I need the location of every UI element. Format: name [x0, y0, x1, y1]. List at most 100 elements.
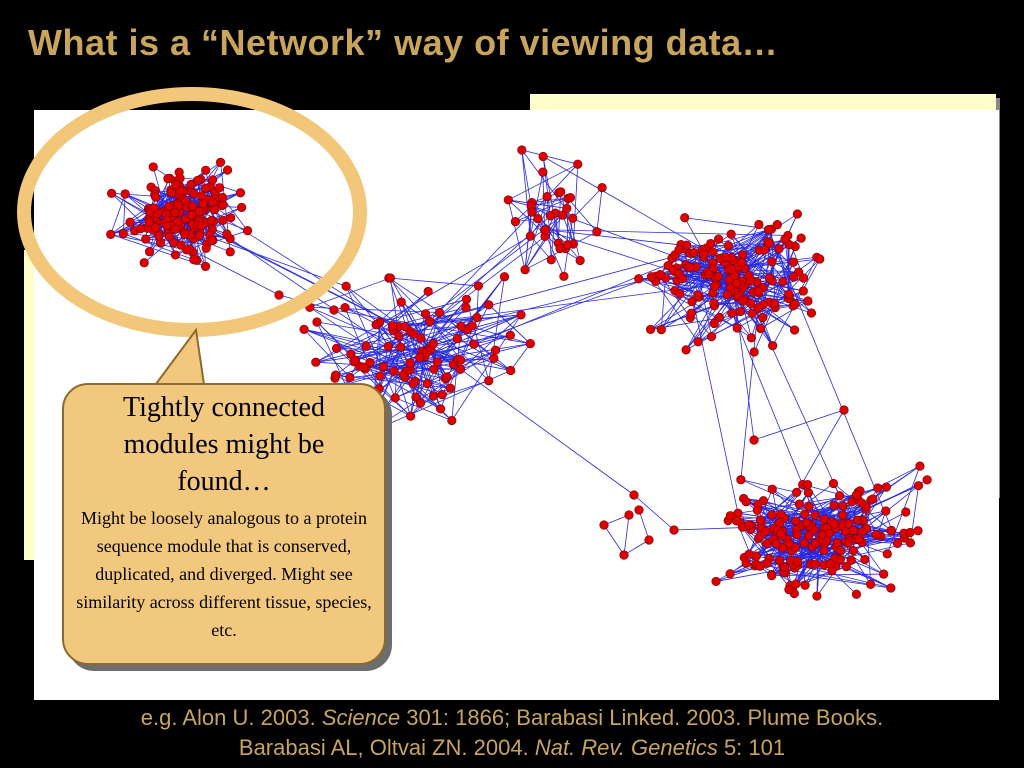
network-node	[913, 526, 923, 536]
network-node	[789, 325, 800, 335]
network-node	[467, 321, 477, 331]
network-node	[796, 233, 806, 243]
network-node	[461, 294, 472, 305]
network-node	[800, 509, 810, 519]
network-node	[804, 530, 814, 541]
network-node	[186, 210, 197, 220]
network-node	[163, 174, 173, 184]
citation-2-prefix: Barabasi AL, Oltvai ZN. 2004.	[238, 735, 535, 760]
network-node	[538, 167, 548, 177]
network-node	[274, 290, 284, 300]
network-node	[839, 405, 849, 415]
network-node	[461, 303, 471, 313]
network-node	[148, 162, 158, 172]
network-edge	[429, 247, 707, 322]
network-node	[200, 261, 211, 271]
network-edge	[400, 236, 546, 348]
network-node	[851, 589, 862, 599]
network-node	[340, 303, 350, 313]
network-node	[520, 265, 530, 275]
network-node	[769, 299, 779, 309]
network-node	[714, 312, 725, 322]
network-edge	[388, 277, 479, 287]
network-node	[752, 505, 762, 515]
network-node	[456, 355, 466, 365]
network-node	[680, 213, 690, 223]
network-edge	[315, 235, 531, 363]
network-node	[329, 305, 339, 315]
network-node	[710, 281, 720, 291]
network-node	[806, 308, 817, 318]
network-edge	[335, 374, 451, 389]
network-edge	[507, 199, 526, 270]
network-edge	[510, 343, 531, 371]
network-node	[674, 245, 684, 255]
network-node	[812, 591, 822, 601]
network-node	[804, 501, 814, 511]
network-node	[218, 215, 228, 226]
network-node	[415, 352, 425, 363]
network-edge	[488, 304, 531, 344]
network-edge	[730, 233, 790, 297]
network-node	[879, 569, 889, 579]
network-node	[725, 569, 735, 579]
network-node	[791, 579, 801, 589]
network-node	[825, 559, 835, 569]
network-node	[538, 151, 548, 162]
network-node	[693, 290, 703, 300]
network-node	[484, 300, 494, 310]
network-node	[792, 556, 803, 567]
network-node	[791, 516, 801, 526]
network-node	[733, 508, 743, 518]
network-node	[542, 191, 552, 202]
network-node	[408, 379, 418, 389]
network-node	[776, 528, 786, 538]
network-node	[452, 333, 463, 344]
network-node	[913, 481, 924, 491]
network-node	[141, 234, 151, 244]
network-node	[848, 546, 858, 556]
network-node	[187, 201, 198, 211]
network-node	[835, 546, 845, 556]
network-node	[644, 535, 654, 545]
network-node	[776, 509, 786, 519]
network-node	[851, 490, 861, 500]
network-node	[341, 281, 351, 291]
network-node	[721, 252, 731, 263]
network-node	[709, 298, 719, 308]
network-node	[396, 342, 406, 352]
network-node	[828, 478, 839, 489]
network-node	[746, 333, 756, 343]
network-node	[674, 269, 684, 279]
network-edge	[759, 489, 773, 521]
network-node	[218, 192, 228, 203]
network-edge	[530, 171, 544, 237]
network-node	[624, 510, 634, 520]
network-node	[629, 490, 639, 500]
network-node	[420, 309, 431, 319]
network-edge	[660, 277, 666, 330]
network-node	[225, 247, 235, 257]
citation-2-journal: Nat. Rev. Genetics	[534, 735, 718, 760]
network-node	[106, 188, 117, 198]
network-node	[545, 211, 556, 221]
network-edge	[760, 492, 797, 521]
network-node	[838, 510, 848, 520]
network-node	[170, 224, 181, 234]
network-node	[915, 461, 925, 471]
network-node	[198, 198, 208, 209]
network-edge	[596, 187, 603, 232]
slide-title: What is a “Network” way of viewing data…	[28, 22, 779, 63]
network-node	[375, 371, 385, 381]
citation-1-journal: Science	[321, 705, 401, 730]
network-node	[704, 269, 714, 280]
network-node	[886, 526, 896, 536]
network-edge	[315, 262, 713, 363]
network-node	[866, 579, 876, 589]
network-node	[181, 245, 192, 255]
network-node	[555, 243, 565, 254]
network-node	[170, 250, 181, 260]
network-node	[699, 249, 709, 259]
network-node	[573, 159, 583, 169]
network-node	[784, 584, 794, 595]
